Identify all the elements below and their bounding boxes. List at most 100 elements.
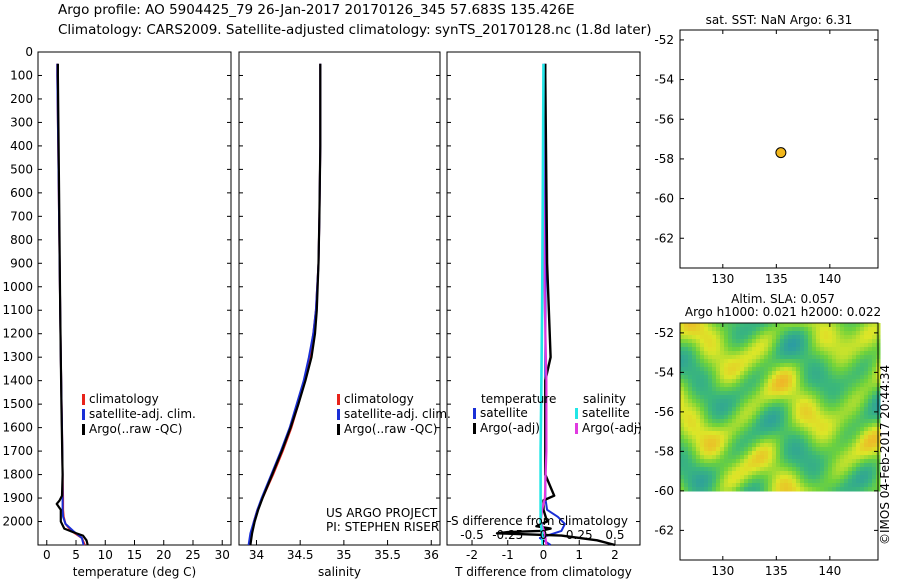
sla-cell xyxy=(776,343,781,348)
sla-cell xyxy=(868,487,873,492)
sla-cell xyxy=(840,467,845,472)
sla-cell xyxy=(716,451,721,456)
sla-cell xyxy=(844,463,849,468)
sla-cell xyxy=(820,335,825,340)
sla-cell xyxy=(700,367,705,372)
sla-cell xyxy=(728,383,733,388)
sla-cell xyxy=(784,467,789,472)
depth-tick-label: 1500 xyxy=(2,397,33,411)
sla-cell xyxy=(848,323,853,328)
sla-cell xyxy=(780,479,785,484)
sla-cell xyxy=(828,395,833,400)
sla-cell xyxy=(728,431,733,436)
sla-cell xyxy=(724,487,729,492)
sla-cell xyxy=(864,483,869,488)
sla-cell xyxy=(752,399,757,404)
sla-cell xyxy=(784,407,789,412)
sla-cell xyxy=(856,419,861,424)
sla-cell xyxy=(788,419,793,424)
sla-cell xyxy=(772,471,777,476)
sla-cell xyxy=(816,335,821,340)
sla-cell xyxy=(824,431,829,436)
sla-cell xyxy=(752,323,757,328)
sla-cell xyxy=(696,431,701,436)
sla-cell xyxy=(684,455,689,460)
depth-tick-label: 1800 xyxy=(2,468,33,482)
sla-cell xyxy=(732,419,737,424)
sla-cell xyxy=(812,419,817,424)
sla-cell xyxy=(704,395,709,400)
sla-cell xyxy=(760,419,765,424)
sla-cell xyxy=(872,327,877,332)
sla-cell xyxy=(716,327,721,332)
sla-cell xyxy=(776,483,781,488)
sla-cell xyxy=(736,423,741,428)
sla-cell xyxy=(744,355,749,360)
sla-cell xyxy=(768,339,773,344)
sla-cell xyxy=(832,411,837,416)
sla-cell xyxy=(840,387,845,392)
sla-cell xyxy=(848,435,853,440)
sla-cell xyxy=(720,323,725,328)
sla-cell xyxy=(740,351,745,356)
sla-cell xyxy=(692,403,697,408)
sla-cell xyxy=(820,415,825,420)
sla-cell xyxy=(824,391,829,396)
sla-cell xyxy=(772,455,777,460)
sla-cell xyxy=(784,359,789,364)
sla-cell xyxy=(764,335,769,340)
sla-cell xyxy=(844,375,849,380)
sla-cell xyxy=(696,479,701,484)
sla-cell xyxy=(792,431,797,436)
sla-cell xyxy=(760,467,765,472)
sla-cell xyxy=(836,487,841,492)
sla-cell xyxy=(792,323,797,328)
sla-cell xyxy=(848,427,853,432)
sla-cell xyxy=(812,483,817,488)
sla-cell xyxy=(692,347,697,352)
sla-cell xyxy=(812,427,817,432)
sla-cell xyxy=(728,343,733,348)
sla-cell xyxy=(764,483,769,488)
sla-cell xyxy=(820,387,825,392)
sla-cell xyxy=(736,411,741,416)
sla-cell xyxy=(816,351,821,356)
sla-cell xyxy=(760,351,765,356)
sla-cell xyxy=(724,327,729,332)
sla-cell xyxy=(772,355,777,360)
sla-cell xyxy=(872,387,877,392)
sla-cell xyxy=(788,363,793,368)
sla-cell xyxy=(704,363,709,368)
sla-cell xyxy=(752,431,757,436)
salinity-xlabel: salinity xyxy=(318,565,361,579)
sla-cell xyxy=(780,455,785,460)
sla-cell xyxy=(800,467,805,472)
sla-cell xyxy=(796,399,801,404)
sla-cell xyxy=(724,407,729,412)
sla-cell xyxy=(860,363,865,368)
sla-cell xyxy=(684,423,689,428)
sla-cell xyxy=(844,371,849,376)
sla-cell xyxy=(800,411,805,416)
sla-cell xyxy=(748,415,753,420)
sla-cell xyxy=(872,487,877,492)
sla-cell xyxy=(864,471,869,476)
sla-cell xyxy=(816,419,821,424)
sla-cell xyxy=(860,431,865,436)
sla-cell xyxy=(752,355,757,360)
sla-cell xyxy=(684,407,689,412)
sla-cell xyxy=(852,483,857,488)
sla-cell xyxy=(856,483,861,488)
sla-cell xyxy=(824,487,829,492)
sla-cell xyxy=(804,347,809,352)
sla-cell xyxy=(740,359,745,364)
sla-cell xyxy=(700,419,705,424)
sla-cell xyxy=(792,439,797,444)
sla-cell xyxy=(836,395,841,400)
sla-cell xyxy=(848,475,853,480)
sla-cell xyxy=(740,363,745,368)
sla-cell xyxy=(712,323,717,328)
sla-cell xyxy=(720,367,725,372)
sla-cell xyxy=(696,467,701,472)
sla-cell xyxy=(744,451,749,456)
